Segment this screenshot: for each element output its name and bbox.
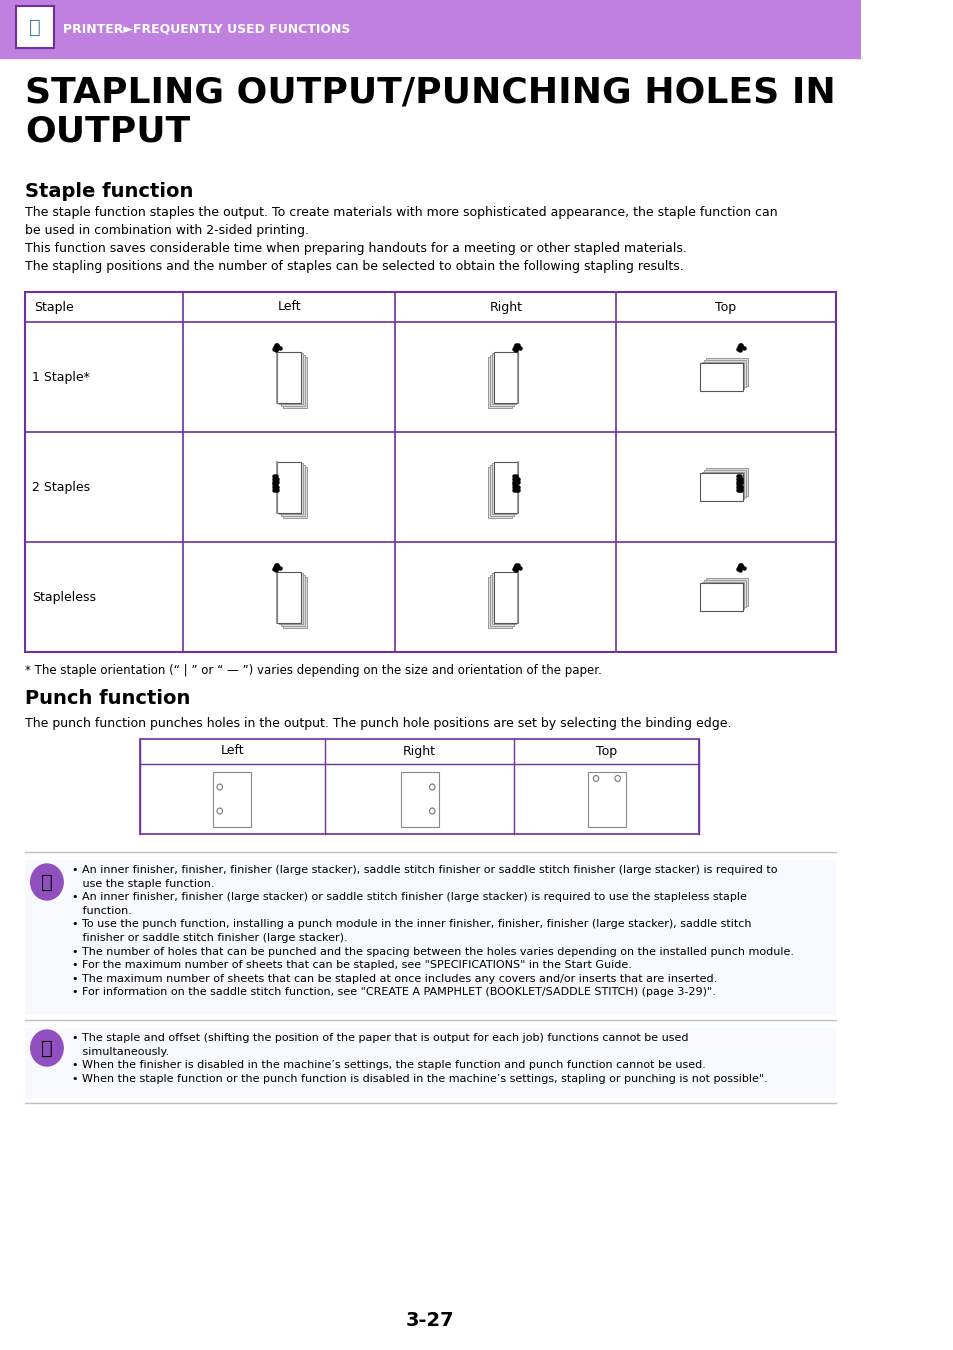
Bar xyxy=(701,362,743,389)
Bar xyxy=(703,580,745,608)
Bar xyxy=(705,358,747,386)
Bar xyxy=(487,356,512,408)
Bar xyxy=(276,571,301,622)
Bar xyxy=(276,351,301,402)
Bar xyxy=(701,471,743,500)
Bar xyxy=(489,464,514,516)
Circle shape xyxy=(30,1030,63,1066)
Bar xyxy=(703,360,745,387)
Bar xyxy=(703,470,745,497)
Circle shape xyxy=(30,864,63,900)
Bar xyxy=(487,576,512,628)
Bar xyxy=(489,355,514,406)
Text: The punch function punches holes in the output. The punch hole positions are set: The punch function punches holes in the … xyxy=(25,717,731,730)
Bar xyxy=(140,738,699,834)
Text: 3-27: 3-27 xyxy=(406,1311,455,1330)
Text: • An inner finisher, finisher, finisher (large stacker), saddle stitch finisher : • An inner finisher, finisher, finisher … xyxy=(72,865,793,998)
Bar xyxy=(487,467,512,517)
Circle shape xyxy=(593,775,598,782)
Text: Right: Right xyxy=(403,744,436,757)
Bar xyxy=(491,463,516,514)
Text: 🖨: 🖨 xyxy=(30,18,41,36)
Bar xyxy=(700,474,741,501)
Bar xyxy=(493,462,517,513)
Circle shape xyxy=(429,784,435,790)
Bar xyxy=(282,467,307,517)
Text: Top: Top xyxy=(596,744,617,757)
Text: Right: Right xyxy=(489,301,521,313)
Bar xyxy=(705,578,747,606)
Bar xyxy=(587,771,625,826)
Bar xyxy=(276,462,301,513)
Bar xyxy=(278,354,303,404)
Circle shape xyxy=(216,809,222,814)
Bar xyxy=(0,0,860,58)
Bar xyxy=(16,5,54,49)
Text: The staple function staples the output. To create materials with more sophistica: The staple function staples the output. … xyxy=(25,207,777,273)
Bar xyxy=(25,1027,835,1098)
Bar xyxy=(282,576,307,628)
Text: Staple function: Staple function xyxy=(25,182,193,201)
Bar xyxy=(213,771,251,826)
Bar xyxy=(278,463,303,514)
Bar xyxy=(705,468,747,495)
Text: STAPLING OUTPUT/PUNCHING HOLES IN
OUTPUT: STAPLING OUTPUT/PUNCHING HOLES IN OUTPUT xyxy=(25,76,835,148)
Bar xyxy=(489,575,514,626)
Bar xyxy=(493,571,517,622)
Text: * The staple orientation (“ | ” or “ — ”) varies depending on the size and orien: * The staple orientation (“ | ” or “ — ”… xyxy=(25,664,601,676)
Bar xyxy=(491,354,516,404)
Bar xyxy=(701,582,743,609)
Bar xyxy=(25,860,835,1015)
Bar xyxy=(282,356,307,408)
Text: Punch function: Punch function xyxy=(25,688,191,707)
Text: PRINTER►FREQUENTLY USED FUNCTIONS: PRINTER►FREQUENTLY USED FUNCTIONS xyxy=(63,23,350,35)
Bar xyxy=(700,583,741,610)
Text: Left: Left xyxy=(220,744,244,757)
Text: Left: Left xyxy=(277,301,301,313)
Bar xyxy=(700,363,741,390)
Bar xyxy=(493,351,517,402)
Bar xyxy=(280,464,305,516)
Bar xyxy=(400,771,438,826)
Bar xyxy=(280,575,305,626)
Bar xyxy=(280,355,305,406)
Text: • The staple and offset (shifting the position of the paper that is output for e: • The staple and offset (shifting the po… xyxy=(72,1033,767,1084)
Bar xyxy=(491,574,516,624)
Text: Staple: Staple xyxy=(34,301,74,313)
Text: 📎: 📎 xyxy=(41,872,52,891)
Circle shape xyxy=(615,775,619,782)
Text: 1 Staple*: 1 Staple* xyxy=(32,370,91,383)
Bar xyxy=(278,574,303,624)
Text: Top: Top xyxy=(715,301,736,313)
Text: 🚫: 🚫 xyxy=(41,1038,52,1057)
Circle shape xyxy=(429,809,435,814)
Text: Stapleless: Stapleless xyxy=(32,590,96,603)
Text: 2 Staples: 2 Staples xyxy=(32,481,91,494)
Bar xyxy=(25,292,835,652)
Circle shape xyxy=(216,784,222,790)
